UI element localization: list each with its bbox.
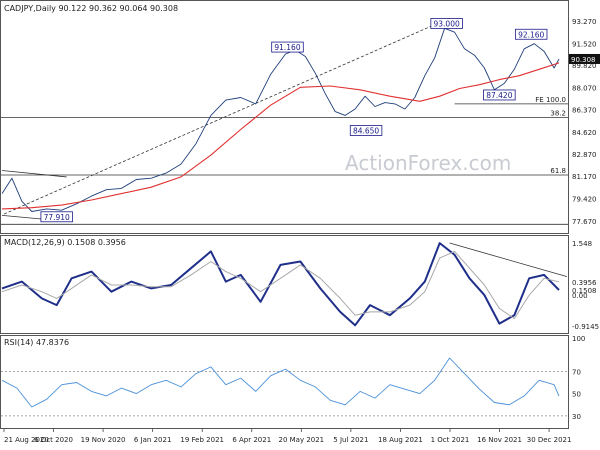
trendline — [1, 170, 67, 178]
annotation-label: 87.420 — [486, 91, 512, 100]
x-tick-label: 16 Nov 2021 — [477, 436, 522, 444]
annotation-label: 93.000 — [434, 19, 460, 28]
y-tick-label: 100 — [572, 335, 585, 343]
price-title: CADJPY,Daily 90.122 90.362 90.064 90.308 — [4, 4, 178, 13]
last-price-label: 90.308 — [571, 56, 596, 64]
last-price-box — [569, 53, 600, 64]
x-tick-label: 6 Apr 2021 — [232, 436, 271, 444]
y-tick-label: 89.820 — [572, 62, 597, 70]
annotation-box — [483, 89, 516, 101]
rsi-panel-frame — [0, 335, 569, 429]
x-tick-label: 6 Jan 2021 — [134, 436, 172, 444]
price-panel: 93.270 91.520 89.820 88.070 86.370 84.620 82.8… — [1, 17, 600, 226]
x-tick-label: 5 Jul 2021 — [333, 436, 368, 444]
price-annotation: 93.000 — [430, 18, 463, 29]
moving-average-line — [1, 62, 560, 210]
y-tick-label: 0.00 — [572, 292, 588, 300]
y-tick-label: 77.670 — [572, 218, 597, 226]
macd-title: MACD(12,26,9) 0.1508 0.3956 — [4, 238, 126, 247]
price-series-line — [1, 27, 560, 212]
annotation-label: 77.910 — [44, 213, 70, 222]
price-panel-frame — [0, 0, 569, 234]
annotation-box — [430, 18, 463, 29]
y-tick-label: 30 — [572, 413, 581, 421]
trendline — [449, 242, 568, 277]
x-tick-label: 6 Oct 2020 — [34, 436, 73, 444]
y-tick-label: 82.870 — [572, 151, 597, 159]
x-tick-label: 18 Aug 2021 — [378, 436, 423, 444]
y-tick-label: 91.520 — [572, 40, 597, 48]
x-tick-label: 21 Aug 2020 — [4, 436, 49, 444]
level-label: 38.2 — [550, 109, 566, 117]
annotation-box — [271, 41, 304, 53]
price-annotation: 87.420 — [483, 89, 516, 101]
trendline — [3, 17, 450, 215]
y-tick-label: -0.9145 — [572, 323, 599, 331]
watermark: ActionForex.com — [345, 151, 511, 175]
y-tick-label: 50 — [572, 391, 581, 399]
y-tick-label: 86.370 — [572, 106, 597, 114]
y-tick-label: 84.620 — [572, 129, 597, 137]
x-tick-label: 30 Dec 2021 — [527, 436, 572, 444]
y-tick-label: 93.270 — [572, 18, 597, 26]
y-tick-label: 88.070 — [572, 85, 597, 93]
rsi-line — [1, 357, 560, 408]
annotation-box — [514, 28, 548, 40]
x-tick-label: 19 Nov 2020 — [81, 436, 126, 444]
price-annotation: 84.650 — [349, 125, 383, 136]
annotation-box — [40, 211, 73, 223]
annotation-box — [349, 125, 383, 136]
annotation-label: 84.650 — [353, 126, 379, 135]
rsi-panel: 100 70 50 30 — [1, 335, 585, 421]
annotation-label: 91.160 — [274, 43, 300, 52]
x-tick-label: 20 May 2021 — [278, 436, 324, 444]
y-tick-label: 70 — [572, 368, 581, 376]
y-tick-label: 79.420 — [572, 195, 597, 203]
annotation-label: 92.160 — [518, 30, 544, 39]
y-tick-label: 0.1508 — [572, 287, 597, 295]
y-tick-label: 0.3956 — [572, 279, 597, 287]
price-annotation: 91.160 — [271, 41, 304, 53]
rsi-title: RSI(14) 47.8376 — [4, 338, 69, 347]
level-label: 61.8 — [550, 167, 566, 175]
y-tick-label: 81.170 — [572, 173, 597, 181]
signal-line — [1, 250, 560, 320]
x-tick-label: 19 Feb 2021 — [180, 436, 224, 444]
y-tick-label: 1.548 — [572, 240, 592, 248]
macd-panel-frame — [0, 235, 569, 334]
price-annotation: 92.160 — [514, 28, 548, 40]
x-tick-label: 1 Oct 2021 — [431, 436, 470, 444]
level-label: FE 100.0 — [535, 96, 566, 104]
price-annotation: 77.910 — [40, 211, 73, 223]
